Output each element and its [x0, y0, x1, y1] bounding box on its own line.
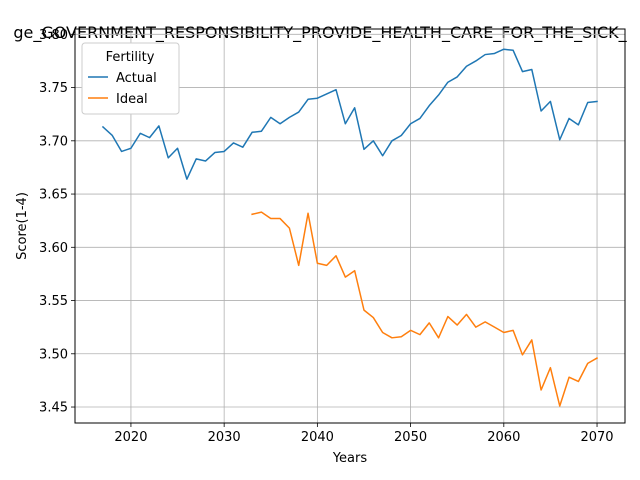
x-tick-label: 2020	[114, 430, 147, 445]
chart-title: ge_GOVERNMENT_RESPONSIBILITY_PROVIDE_HEA…	[13, 23, 627, 43]
x-tick-label: 2050	[394, 430, 427, 445]
y-tick-label: 3.70	[39, 134, 68, 149]
y-tick-label: 3.60	[39, 241, 68, 256]
x-axis-ticks: 2020 2030 2040 2050 2060 2070	[114, 423, 614, 445]
legend: Fertility Actual Ideal	[81, 42, 180, 115]
y-tick-label: 3.75	[39, 81, 68, 96]
x-axis-label: Years	[332, 451, 368, 466]
series-line-actual	[101, 48, 598, 180]
legend-label-actual: Actual	[116, 71, 157, 86]
y-tick-label: 3.55	[39, 294, 68, 309]
grid-lines	[75, 29, 625, 423]
legend-box	[81, 42, 180, 115]
plot-frame	[74, 28, 626, 424]
legend-label-ideal: Ideal	[116, 92, 148, 107]
x-tick-label: 2040	[301, 430, 334, 445]
y-tick-label: 3.65	[39, 188, 68, 203]
y-axis-label: Score(1-4)	[15, 192, 30, 260]
y-tick-label: 3.80	[39, 28, 68, 43]
y-axis-ticks: 3.45 3.50 3.55 3.60 3.65 3.70 3.75 3.80	[39, 28, 75, 416]
series-layer	[101, 48, 599, 407]
x-tick-label: 2030	[208, 430, 241, 445]
series-line-ideal	[251, 211, 599, 407]
legend-title: Fertility	[106, 50, 155, 65]
y-tick-label: 3.45	[39, 401, 68, 416]
x-tick-label: 2070	[580, 430, 613, 445]
x-tick-label: 2060	[487, 430, 520, 445]
y-tick-label: 3.50	[39, 347, 68, 362]
